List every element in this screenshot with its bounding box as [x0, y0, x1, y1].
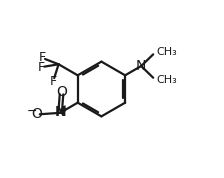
Text: −: −: [27, 105, 37, 118]
Text: CH₃: CH₃: [156, 47, 177, 57]
Text: +: +: [60, 104, 68, 114]
Text: F: F: [50, 75, 57, 88]
Text: O: O: [32, 107, 42, 121]
Text: N: N: [136, 59, 146, 73]
Text: CH₃: CH₃: [156, 75, 177, 85]
Text: O: O: [56, 85, 67, 99]
Text: N: N: [55, 105, 67, 119]
Text: F: F: [39, 51, 46, 64]
Text: F: F: [38, 61, 45, 74]
